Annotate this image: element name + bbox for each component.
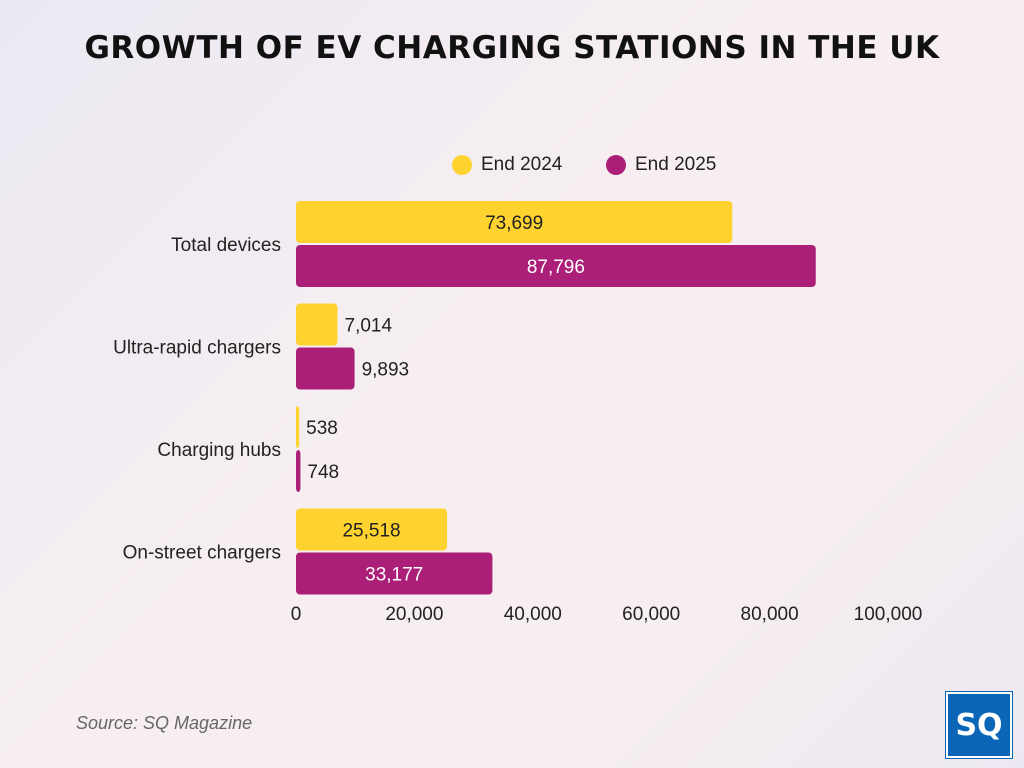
data-label-end-2025-on-street-chargers: 33,177 xyxy=(365,565,423,586)
data-label-end-2025-total-devices: 87,796 xyxy=(527,257,585,278)
data-label-end-2025-ultra-rapid-chargers: 9,893 xyxy=(362,360,410,381)
legend-label-end-2025: End 2025 xyxy=(635,154,717,175)
bar-end-2024-total-devices xyxy=(296,201,733,243)
x-tick-label: 20,000 xyxy=(385,604,443,625)
bar-end-2025-on-street-chargers xyxy=(296,552,493,595)
x-tick-label: 100,000 xyxy=(854,604,923,625)
data-label-end-2024-charging-hubs: 538 xyxy=(306,418,338,439)
chart-title: GROWTH OF EV CHARGING STATIONS IN THE UK xyxy=(84,30,940,66)
x-tick-label: 0 xyxy=(291,604,302,625)
bar-end-2024-charging-hubs xyxy=(296,406,300,448)
category-label-ultra-rapid-chargers: Ultra-rapid chargers xyxy=(113,338,281,359)
category-label-total-devices: Total devices xyxy=(171,235,281,256)
x-tick-label: 40,000 xyxy=(504,604,562,625)
data-label-end-2025-charging-hubs: 748 xyxy=(307,462,339,483)
legend-item-end-2025: End 2025 xyxy=(606,154,716,176)
sq-magazine-logo: SQ xyxy=(946,692,1012,758)
bar-end-2025-total-devices xyxy=(296,245,816,287)
legend-item-end-2024: End 2024 xyxy=(452,154,562,176)
bar-end-2024-on-street-chargers xyxy=(296,508,448,551)
legend-swatch-end-2024 xyxy=(452,155,472,175)
category-label-charging-hubs: Charging hubs xyxy=(157,440,281,461)
data-label-end-2024-ultra-rapid-chargers: 7,014 xyxy=(345,316,393,337)
data-label-end-2024-total-devices: 73,699 xyxy=(485,213,543,234)
category-label-on-street-chargers: On-street chargers xyxy=(123,543,281,564)
legend-label-end-2024: End 2024 xyxy=(481,154,563,175)
x-tick-label: 60,000 xyxy=(622,604,680,625)
data-label-end-2024-on-street-chargers: 25,518 xyxy=(342,521,400,542)
legend-swatch-end-2025 xyxy=(606,155,626,175)
bar-end-2024-ultra-rapid-chargers xyxy=(296,303,338,346)
x-tick-label: 80,000 xyxy=(741,604,799,625)
source-note: Source: SQ Magazine xyxy=(76,713,253,733)
bar-end-2025-ultra-rapid-chargers xyxy=(296,347,355,390)
bar-end-2025-charging-hubs xyxy=(296,450,301,492)
